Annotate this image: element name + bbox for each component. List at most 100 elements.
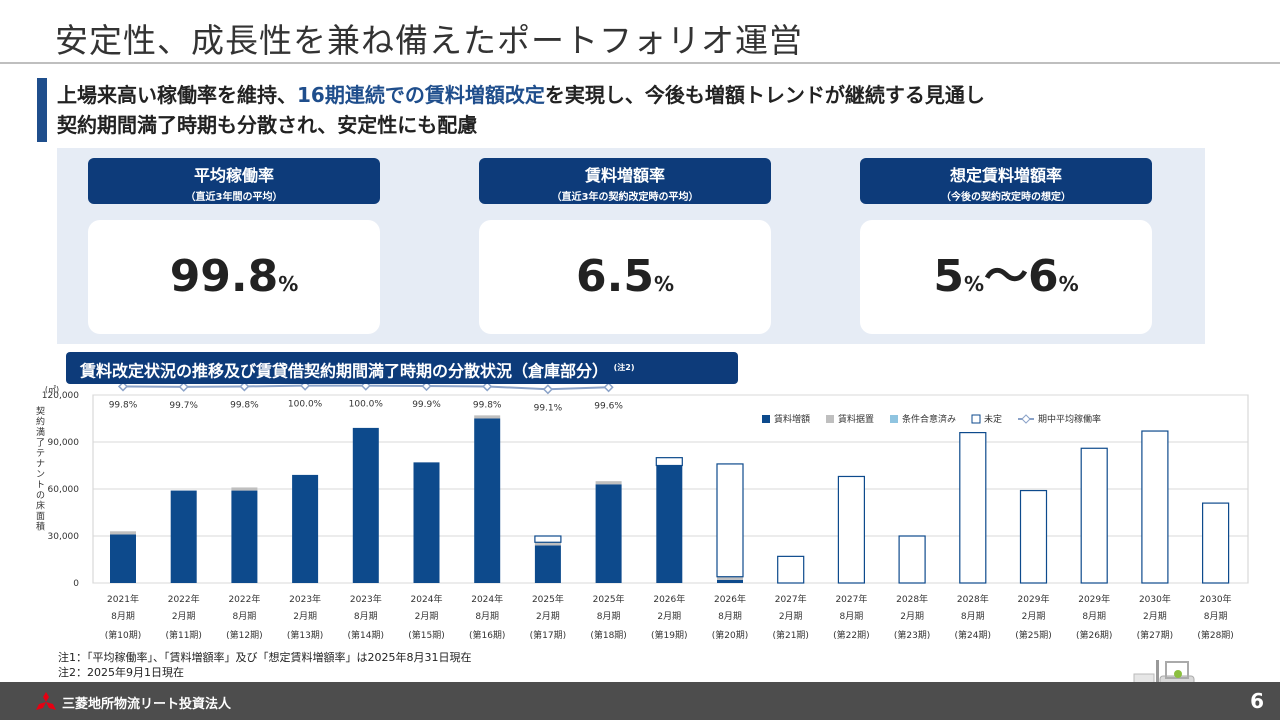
y-axis-label-char: テ — [36, 448, 45, 459]
legend-swatch — [762, 415, 770, 423]
legend-swatch — [826, 415, 834, 423]
x-tick-month: 2月期 — [293, 611, 317, 622]
x-tick-month: 8月期 — [718, 611, 742, 622]
x-tick-month: 8月期 — [354, 611, 378, 622]
occupancy-data-label: 99.8% — [473, 400, 502, 410]
kpi-occupancy-box: 99.8% — [88, 220, 380, 334]
bar-segment — [231, 487, 258, 491]
y-tick-label: 30,000 — [48, 532, 80, 542]
section-label-text: 賃料改定状況の推移及び賃貸借契約期間満了時期の分散状況（倉庫部分） — [80, 361, 609, 381]
bar-segment — [534, 535, 562, 543]
occupancy-data-label: 100.0% — [288, 400, 323, 410]
y-axis-label-char: 積 — [36, 521, 45, 533]
bar-segment — [110, 531, 136, 535]
kpi-occupancy-sub: （直近3年間の平均） — [185, 192, 283, 203]
kpi-expected-value-a: 5 — [933, 251, 964, 302]
x-tick-period: (第24期) — [955, 629, 991, 641]
x-tick-year: 2022年 — [168, 593, 200, 605]
x-tick-period: (第22期) — [833, 629, 869, 641]
bar-segment — [717, 576, 743, 580]
occupancy-data-label: 99.6% — [594, 401, 623, 411]
occupancy-point — [421, 380, 432, 392]
occupancy-data-label: 99.9% — [412, 400, 441, 410]
section-label: 賃料改定状況の推移及び賃貸借契約期間満了時期の分散状況（倉庫部分） (注2) — [66, 352, 738, 384]
kpi-occupancy-header: 平均稼働率 （直近3年間の平均） — [88, 158, 380, 204]
lead-accent-bar — [37, 78, 47, 142]
footnote-1: 注1：「平均稼働率」、「賃料増額率」及び「想定賃料増額率」は2025年8月31日… — [58, 651, 472, 664]
x-tick-year: 2021年 — [107, 593, 139, 605]
kpi-expected-increase-header: 想定賃料増額率 （今後の契約改定時の想定） — [860, 158, 1152, 204]
occupancy-data-label: 99.8% — [230, 400, 259, 410]
page-title: 安定性、成長性を兼ね備えたポートフォリオ運営 — [55, 21, 803, 60]
x-tick-period: (第10期) — [105, 629, 141, 641]
bar-segment — [292, 474, 319, 583]
x-tick-year: 2023年 — [350, 593, 382, 605]
kpi-expected-increase-title: 想定賃料増額率 — [949, 166, 1062, 185]
kpi-occupancy-value: 99.8 — [169, 251, 279, 302]
bar-segment — [717, 579, 743, 583]
x-tick-period: (第28期) — [1197, 629, 1233, 641]
x-tick-month: 8月期 — [597, 611, 621, 622]
occupancy-data-label: 99.8% — [109, 400, 138, 410]
x-tick-month: 8月期 — [111, 611, 135, 622]
bar-segment — [655, 457, 683, 467]
kpi-expected-value-b: 6 — [1028, 251, 1059, 302]
x-tick-year: 2024年 — [411, 593, 443, 605]
y-axis-label-char: 面 — [36, 511, 45, 522]
x-tick-year: 2027年 — [775, 593, 807, 605]
x-tick-period: (第12期) — [226, 629, 262, 641]
y-axis-label-char: ン — [36, 470, 45, 480]
lead-highlight: 16期連続での賃料増額改定 — [297, 83, 545, 107]
kpi-occupancy-title: 平均稼働率 — [193, 166, 274, 185]
x-tick-period: (第27期) — [1137, 629, 1173, 641]
y-tick-label: 60,000 — [48, 485, 80, 495]
kpi-expected-tilde: ～ — [984, 251, 1028, 302]
bar-segment — [959, 431, 987, 584]
x-tick-period: (第26期) — [1076, 629, 1112, 641]
x-tick-period: (第11期) — [165, 629, 201, 641]
bar-segment — [716, 463, 744, 578]
kpi-expected-unit-b: % — [1058, 272, 1079, 296]
bar-segment — [777, 555, 805, 584]
footer-bar: 三菱地所物流リート投資法人 6 — [0, 682, 1280, 720]
x-tick-period: (第17期) — [530, 629, 566, 641]
x-tick-year: 2024年 — [471, 593, 503, 605]
occupancy-data-label: 99.1% — [534, 403, 563, 413]
kpi-rent-increase-header: 賃料増額率 （直近3年の契約改定時の平均） — [479, 158, 771, 204]
x-tick-year: 2028年 — [957, 593, 989, 605]
bar-segment — [534, 542, 561, 546]
three-diamonds-logo-icon — [36, 692, 56, 710]
x-tick-year: 2023年 — [289, 593, 321, 605]
x-tick-month: 8月期 — [840, 611, 864, 622]
bar-segment — [474, 415, 501, 419]
kpi-expected-increase-box: 5%～6% — [860, 220, 1152, 334]
bar-segment — [898, 535, 926, 584]
x-tick-period: (第18期) — [590, 629, 626, 641]
bar-segment — [534, 545, 561, 583]
bar-segment — [110, 534, 136, 583]
y-axis-label-char: の — [36, 491, 45, 501]
x-tick-period: (第20期) — [712, 629, 748, 641]
x-tick-period: (第16期) — [469, 629, 505, 641]
x-tick-month: 2月期 — [536, 611, 560, 622]
x-tick-year: 2029年 — [1078, 593, 1110, 605]
occupancy-point — [239, 381, 250, 392]
legend-label: 条件合意済み — [902, 413, 956, 425]
bar-segment — [170, 490, 197, 583]
bar-segment — [231, 490, 258, 583]
bar-segment — [656, 465, 683, 583]
legend-swatch — [971, 414, 981, 424]
kpi-rent-increase-unit: % — [653, 272, 674, 296]
kpi-rent-increase-sub: （直近3年の契約改定時の平均） — [551, 192, 699, 203]
occupancy-point — [178, 381, 189, 392]
x-tick-year: 2025年 — [593, 593, 625, 605]
x-tick-month: 8月期 — [475, 611, 499, 622]
x-tick-year: 2027年 — [835, 593, 867, 605]
section-note-mark: (注2) — [613, 363, 635, 372]
company-name: 三菱地所物流リート投資法人 — [62, 697, 232, 712]
y-axis-label-char: ナ — [36, 459, 45, 470]
x-tick-period: (第21期) — [772, 629, 808, 641]
x-tick-month: 2月期 — [657, 611, 681, 622]
x-tick-month: 8月期 — [233, 611, 257, 622]
kpi-rent-increase-box: 6.5% — [479, 220, 771, 334]
